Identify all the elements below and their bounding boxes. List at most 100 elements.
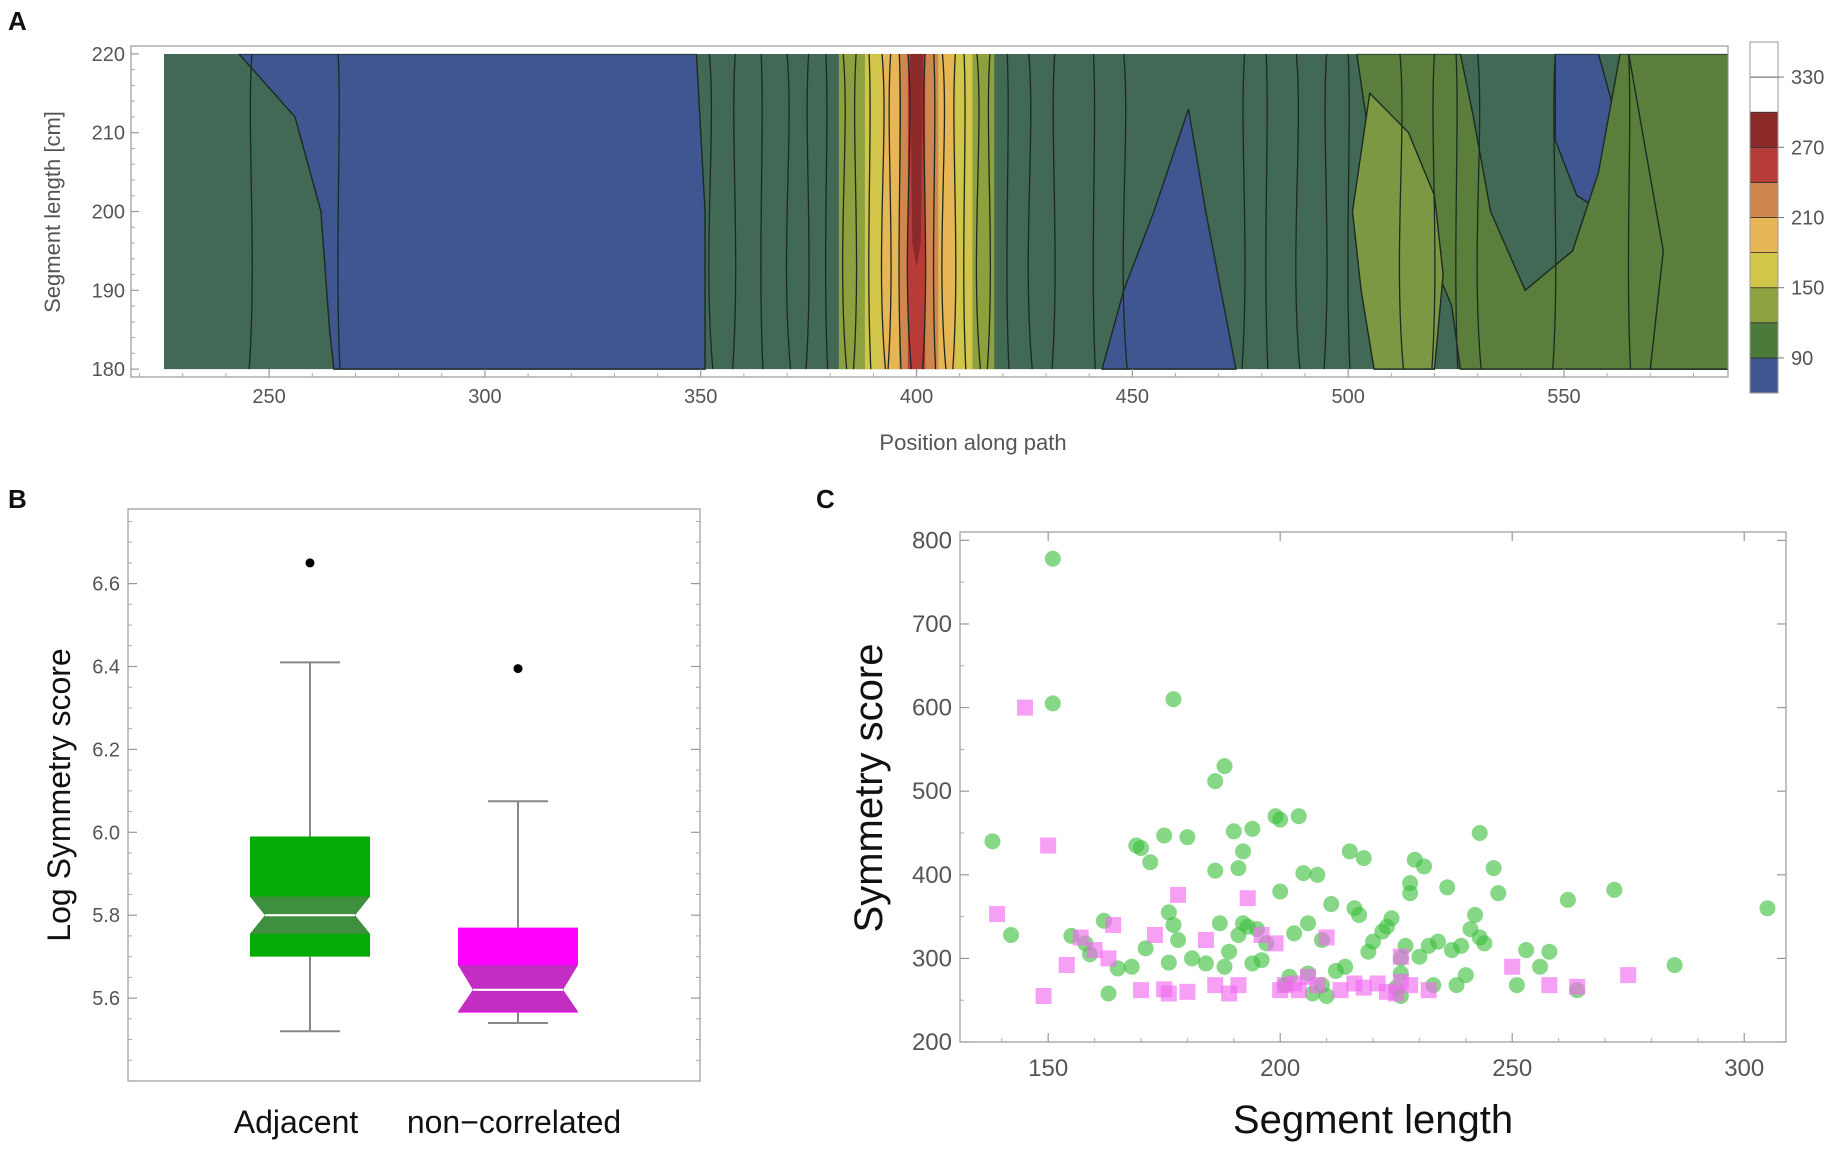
contour-y-tick-label-190: 190	[92, 280, 125, 302]
contour-line-29	[1265, 53, 1269, 370]
adjacent-point	[1216, 958, 1233, 975]
contour-x-tick-label-350: 350	[684, 386, 717, 408]
adjacent-point	[1295, 865, 1312, 882]
contour-line-26	[1092, 53, 1096, 370]
box-plot-frame	[127, 508, 701, 1082]
adjacent-point	[1003, 926, 1020, 943]
non-correlated-point	[1402, 977, 1419, 994]
peak-core	[910, 53, 924, 267]
adjacent-point	[1165, 916, 1182, 933]
contour-y-tick-label-180: 180	[92, 359, 125, 381]
non-correlated-point	[1230, 977, 1247, 994]
adjacent-point	[1044, 695, 1061, 712]
adjacent-point	[1448, 977, 1465, 994]
box-y-tick-label-5-8: 5.8	[92, 905, 120, 927]
non-correlated-point	[1100, 950, 1117, 967]
scatter-frame	[959, 531, 1787, 1043]
scatter-y-tick-label-700: 700	[912, 611, 952, 638]
contour-line-10	[852, 53, 858, 370]
adjacent-point	[1439, 879, 1456, 896]
non-correlated-point	[1105, 916, 1122, 933]
contour-line-6	[785, 53, 792, 370]
scatter-x-tick-label-200: 200	[1260, 1055, 1300, 1082]
contour-line-31	[1323, 53, 1328, 370]
adjacent-point	[1207, 862, 1224, 879]
colorbar-level-4	[1749, 217, 1779, 253]
scatter-x-tick-label-300: 300	[1724, 1055, 1764, 1082]
scatter-points	[984, 550, 1776, 1005]
contour-y-axis-label: Segment length [cm]	[40, 111, 65, 313]
adjacent-point	[1286, 925, 1303, 942]
adjacent-point	[1490, 885, 1507, 902]
non-correlated-point	[1146, 926, 1163, 943]
box-y-tick-label-5-6: 5.6	[92, 988, 120, 1010]
contour-line-4	[732, 53, 737, 370]
colorbar-level-6	[1749, 146, 1779, 183]
olive-region	[1351, 91, 1444, 370]
adjacent-point	[1197, 955, 1214, 972]
adjacent-point	[1323, 896, 1340, 913]
non-correlated-point	[1160, 985, 1177, 1002]
non-correlated-point	[1253, 926, 1270, 943]
adjacent-point	[984, 833, 1001, 850]
panel-c-scatter-plot: 150 200 250 300 200 300 400 500 600 700 800 Segmen…	[847, 527, 1787, 1142]
non-correlated-point	[989, 906, 1006, 923]
non-correlated-point	[1197, 932, 1214, 948]
contour-line-8	[824, 53, 829, 370]
colorbar-tick-label-330: 330	[1791, 67, 1824, 89]
adjacent-point	[1235, 843, 1252, 860]
contour-line-21	[975, 53, 982, 370]
colorbar-level-3	[1749, 252, 1779, 289]
adjacent-point	[1485, 860, 1502, 877]
box-y-tick-label-6-2: 6.2	[92, 739, 120, 761]
non-correlated-point	[1355, 979, 1372, 996]
contour-line-22	[986, 53, 991, 370]
contour-line-7	[805, 53, 810, 370]
contour-y-tick-label-200: 200	[92, 202, 125, 224]
non-correlated-point	[1040, 837, 1057, 854]
contour-line-30	[1295, 53, 1301, 370]
adjacent-point	[1132, 840, 1149, 857]
contour-line-16	[921, 53, 927, 370]
contour-line-1	[248, 53, 253, 370]
adjacent-point	[1300, 915, 1317, 932]
scatter-x-tick-label-250: 250	[1492, 1055, 1532, 1082]
panel-letter-c: C	[816, 484, 835, 514]
adjacent-point	[1156, 827, 1173, 844]
adjacent-point	[1341, 843, 1358, 860]
colorbar-level-0	[1749, 357, 1779, 394]
contour-line-24	[1027, 53, 1033, 370]
band-strip-1	[864, 53, 883, 370]
scatter-y-tick-label-400: 400	[912, 862, 952, 889]
box-y-tick-label-6-6: 6.6	[92, 574, 120, 596]
contour-line-9	[841, 53, 848, 370]
adjacent-point	[1100, 985, 1117, 1002]
non-correlated-point	[1569, 978, 1586, 995]
contour-line-18	[941, 53, 947, 370]
adjacent-point	[1365, 933, 1381, 950]
box-plot-boxes: Adjacent non−correlated	[234, 558, 621, 1140]
contour-line-5	[760, 53, 764, 370]
non-correlated-category-label: non−correlated	[407, 1104, 621, 1140]
adjacent-point	[1453, 937, 1470, 954]
adjacent-point	[1225, 823, 1242, 840]
non-correlated-notch	[458, 964, 578, 1012]
non-correlated-point	[1420, 982, 1437, 999]
panel-letter-b: B	[8, 484, 27, 514]
adjacent-point	[1207, 773, 1224, 790]
non-correlated-point	[1267, 935, 1284, 952]
contour-x-axis-label: Position along path	[879, 430, 1066, 455]
adjacent-point	[1559, 891, 1576, 908]
scatter-y-tick-label-500: 500	[912, 778, 952, 805]
low-region-middle	[1101, 108, 1237, 370]
adjacent-point	[1355, 850, 1372, 867]
contour-x-tick-label-300: 300	[468, 386, 501, 408]
scatter-x-tick-label-150: 150	[1028, 1055, 1068, 1082]
scatter-x-axis-label: Segment length	[1233, 1098, 1513, 1142]
contour-x-tick-label-550: 550	[1547, 386, 1580, 408]
contour-line-0	[143, 54, 147, 369]
box-y-tick-label-6-4: 6.4	[92, 657, 120, 679]
non-correlated-point	[1086, 942, 1103, 959]
adjacent-point	[1160, 954, 1177, 971]
